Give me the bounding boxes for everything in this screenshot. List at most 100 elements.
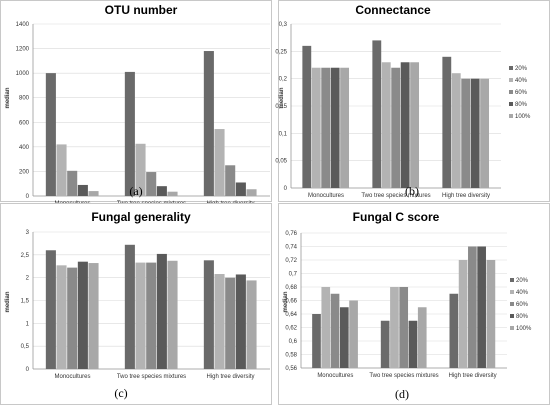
x-tick-label: Monocultures [317,373,353,379]
bar-two-tree-species-mixtures-s3 [146,172,157,196]
legend-label: 20% [515,66,528,72]
chart-title: OTU number [105,3,178,17]
bar-monocultures-s5 [88,263,99,369]
legend-label: 80% [516,314,529,320]
legend: 20% 40% 60% 80% 100% [510,278,532,332]
y-tick-label: 0,72 [285,258,297,264]
bar-monocultures-s5 [88,191,99,196]
y-tick-label: 0,2 [279,77,288,83]
bar-monocultures-s1 [45,73,56,196]
bar-two-tree-species-mixtures-s1 [380,320,390,368]
bar-two-tree-species-mixtures-s1 [124,244,135,369]
y-tick-label: 0,58 [285,353,297,359]
y-tick-label: 2 [26,276,30,282]
bar-high-tree-diversity-s4 [235,274,246,369]
bar-high-tree-diversity-s5 [246,280,257,369]
x-tick-label: High tree diversity [206,374,254,380]
y-tick-label: 0,7 [289,272,298,278]
bar-high-tree-diversity-s4 [470,78,480,188]
y-tick-label: 0,68 [285,285,297,291]
y-tick-label: 0,5 [21,344,30,350]
bar-two-tree-species-mixtures-s3 [391,67,401,188]
x-tick-label: Monocultures [308,193,344,199]
bar-two-tree-species-mixtures-s5 [410,62,420,189]
y-tick-label: 400 [19,145,30,151]
panel-2: Connectance 0 0,05 0,1 0,15 0,2 0,25 0,3 median M… [275,0,550,202]
y-tick-label: 0,15 [275,104,287,110]
bar-monocultures-s3 [330,293,340,368]
x-tick-label: High tree diversity [449,373,497,379]
panel-label: (b) [405,184,419,198]
y-tick-label: 600 [19,120,30,126]
bar-monocultures-s2 [56,144,67,196]
bar-two-tree-species-mixtures-s3 [146,262,157,369]
y-tick-label: 0,6 [289,339,298,345]
bar-two-tree-species-mixtures-s2 [135,143,146,196]
bar-high-tree-diversity-s4 [477,246,486,368]
legend-label: 60% [515,90,528,96]
panel-label: (c) [114,386,127,400]
bar-high-tree-diversity-s3 [225,277,236,369]
chart-title: Fungal generality [91,210,191,224]
x-tick-label: Monocultures [54,374,90,380]
y-tick-label: 0,1 [279,131,288,137]
bar-two-tree-species-mixtures-s4 [156,253,167,369]
y-tick-label: 0,64 [285,312,297,318]
legend-label: 40% [515,78,528,84]
bar-high-tree-diversity-s1 [449,293,459,368]
y-tick-label: 3 [26,230,30,236]
legend-swatch [510,302,514,306]
bar-monocultures-s2 [311,67,321,188]
bar-two-tree-species-mixtures-s4 [408,320,418,368]
panel-3: Fungal generality 0 0,5 1 1,5 2 2,5 3 median Mono… [0,203,272,405]
bar-two-tree-species-mixtures-s2 [135,262,146,369]
y-axis-label: median [283,291,289,312]
panel-label: (a) [129,184,142,198]
y-axis-label: median [5,87,11,108]
bar-monocultures-s4 [330,67,340,188]
legend-label: 40% [516,290,529,296]
y-tick-label: 0,3 [279,22,288,28]
bar-monocultures-s1 [45,250,56,369]
bar-monocultures-s4 [77,261,88,369]
bar-high-tree-diversity-s2 [214,274,225,369]
y-tick-label: 0,66 [285,299,297,305]
legend-swatch [509,114,513,118]
y-tick-label: 1400 [16,22,30,28]
y-axis-label: median [279,87,285,108]
legend-swatch [509,90,513,94]
y-tick-label: 1200 [16,47,30,53]
x-tick-label: Two tree species mixtures [369,373,438,379]
bar-monocultures-s1 [302,45,312,188]
x-tick-label: Two tree species mixtures [361,193,430,199]
panel-4: Fungal C score 0,56 0,58 0,6 0,62 0,64 0,66 0,6… [278,203,550,405]
bar-high-tree-diversity-s5 [480,78,490,188]
bar-high-tree-diversity-s2 [214,129,225,196]
y-tick-label: 1000 [16,71,30,77]
bar-monocultures-s2 [56,265,67,369]
legend-label: 80% [515,102,528,108]
bar-monocultures-s3 [321,67,331,188]
bar-monocultures-s4 [339,307,349,368]
bar-high-tree-diversity-s1 [442,56,452,188]
y-tick-label: 0,74 [285,245,297,251]
legend-label: 100% [516,326,532,332]
chart-title: Connectance [355,3,431,17]
bar-two-tree-species-mixtures-s5 [167,191,178,196]
bar-monocultures-s3 [67,170,78,196]
bar-monocultures-s5 [349,300,358,368]
y-tick-label: 0,62 [285,326,297,332]
bar-two-tree-species-mixtures-s4 [156,186,167,196]
legend-swatch [510,314,514,318]
bar-two-tree-species-mixtures-s4 [400,62,410,189]
y-tick-label: 0,76 [285,231,297,237]
legend-label: 60% [516,302,529,308]
bar-monocultures-s3 [67,267,78,369]
bar-high-tree-diversity-s2 [451,73,461,188]
bar-monocultures-s5 [340,67,350,188]
legend-swatch [509,66,513,70]
y-tick-label: 0,25 [275,49,287,55]
y-tick-label: 0,05 [275,159,287,165]
legend-swatch [510,290,514,294]
